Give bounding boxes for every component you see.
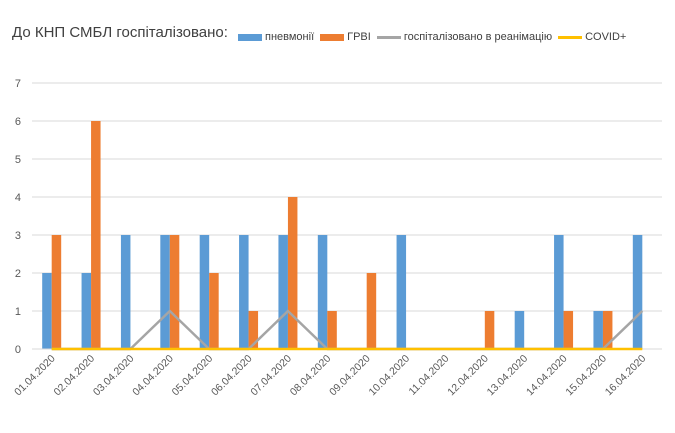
legend-swatch (320, 33, 345, 41)
bar-пневмонії (239, 235, 249, 349)
bar-пневмонії (120, 235, 131, 349)
bar-пневмонії (199, 235, 210, 349)
x-tick-label: 02.04.2020 (52, 353, 98, 399)
x-tick-label: 09.04.2020 (327, 353, 373, 399)
chart-legend: пневмонії ГРВІ госпіталізовано в реанімаці… (238, 31, 632, 43)
line-госпіталізовано-в-реанімацію (51, 309, 644, 351)
x-tick-label: 08.04.2020 (288, 353, 334, 399)
legend-item-пневмонії: пневмонії (238, 31, 314, 43)
bar-пневмонії (42, 273, 52, 349)
y-tick-label: 4 (15, 192, 21, 204)
legend-swatch (238, 33, 262, 41)
legend-item-грві: ГРВІ (320, 31, 371, 43)
legend-label: COVID+ (585, 31, 627, 43)
legend-label: пневмонії (265, 31, 315, 43)
legend-item-госпіталізовано-в-реанімацію: госпіталізовано в реанімацію (376, 31, 553, 43)
bar-грві (91, 121, 101, 349)
bar-пневмонії (317, 235, 328, 349)
y-tick-label: 7 (15, 78, 21, 90)
y-tick-label: 6 (15, 116, 21, 128)
bar-пневмонії (160, 235, 170, 349)
bar-пневмонії (593, 311, 603, 349)
bar-грві (327, 311, 337, 349)
y-tick-label: 3 (15, 230, 21, 242)
x-tick-label: 05.04.2020 (170, 353, 216, 399)
bar-пневмонії (396, 235, 407, 349)
y-tick-label: 0 (15, 344, 21, 356)
x-tick-label: 15.04.2020 (563, 353, 609, 399)
y-tick-label: 2 (15, 268, 21, 280)
bar-грві (602, 311, 613, 349)
bar-грві (366, 273, 377, 349)
legend-swatch (558, 35, 583, 39)
legend-swatch (376, 35, 401, 39)
x-tick-label: 01.04.2020 (12, 353, 58, 399)
x-tick-label: 07.04.2020 (248, 353, 294, 399)
bar-грві (209, 273, 219, 349)
legend-label: ГРВІ (347, 31, 371, 43)
bar-грві (51, 235, 62, 349)
legend-item-covid: COVID+ (558, 31, 626, 43)
y-tick-label: 5 (15, 154, 21, 166)
x-tick-label: 14.04.2020 (524, 353, 570, 399)
x-tick-label: 13.04.2020 (485, 353, 531, 399)
chart-title: До КНП СМБЛ госпіталізовано: (12, 24, 228, 41)
x-tick-label: 12.04.2020 (445, 353, 491, 399)
bar-пневмонії (554, 235, 564, 349)
bar-пневмонії (81, 273, 92, 349)
bar-грві (287, 197, 298, 349)
x-tick-label: 10.04.2020 (367, 353, 413, 399)
bar-грві (563, 311, 574, 349)
bar-пневмонії (278, 235, 288, 349)
bar-грві (248, 311, 259, 349)
bar-грві (169, 235, 180, 349)
y-tick-label: 1 (15, 306, 21, 318)
x-tick-label: 06.04.2020 (209, 353, 255, 399)
bar-пневмонії (514, 311, 525, 349)
bar-грві (484, 311, 495, 349)
x-tick-label: 03.04.2020 (91, 353, 137, 399)
x-tick-label: 11.04.2020 (406, 353, 451, 398)
legend-label: госпіталізовано в реанімацію (403, 31, 553, 43)
bar-пневмонії (632, 235, 643, 349)
x-tick-label: 04.04.2020 (130, 353, 176, 399)
x-tick-label: 16.04.2020 (603, 353, 649, 399)
